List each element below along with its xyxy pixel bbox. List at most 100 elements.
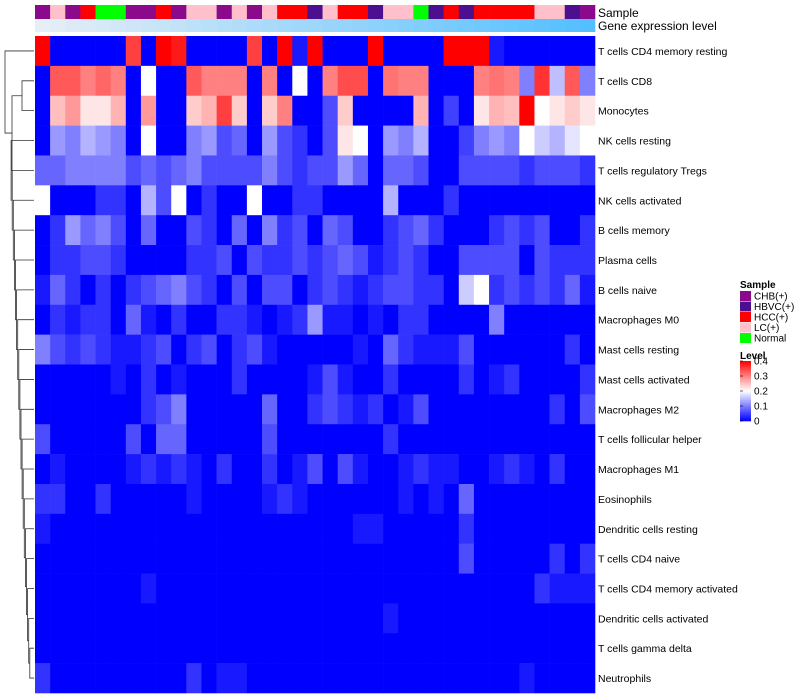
sample-track-cell — [246, 5, 263, 19]
heatmap-cell — [186, 65, 202, 97]
heatmap-cell — [35, 125, 51, 156]
heatmap-cell — [398, 543, 414, 574]
heatmap-cell — [110, 483, 127, 515]
heatmap-cell — [458, 155, 475, 186]
heatmap-cell — [352, 245, 369, 276]
heatmap-cell — [534, 185, 550, 216]
heatmap-cell — [216, 454, 233, 485]
heatmap-cell — [534, 215, 550, 246]
heatmap-cell — [579, 245, 596, 276]
heatmap-cell — [156, 65, 172, 97]
heatmap-cell — [140, 454, 157, 485]
heatmap-cell — [277, 394, 293, 425]
level-colorbar-segment — [740, 367, 751, 369]
heatmap-cell — [95, 334, 111, 365]
sample-legend-title: Sample — [740, 280, 776, 291]
heatmap-cell — [473, 65, 490, 97]
heatmap-cell — [383, 245, 399, 276]
heatmap-cell — [246, 245, 263, 276]
heatmap-cell — [140, 65, 157, 97]
heatmap-cell — [95, 155, 111, 186]
heatmap-cell — [156, 36, 172, 67]
heatmap-cell — [337, 513, 354, 544]
heatmap-cell — [352, 65, 369, 97]
heatmap-cell — [473, 603, 490, 634]
sample-track-cell — [549, 5, 566, 19]
heatmap-cell — [262, 274, 278, 306]
heatmap-cell — [519, 304, 535, 335]
heatmap-cell — [398, 334, 414, 365]
heatmap-cell — [473, 663, 490, 694]
heatmap-cell — [307, 633, 323, 664]
heatmap-cell — [140, 95, 157, 126]
heatmap-cell — [50, 543, 66, 574]
heatmap-cell — [579, 95, 596, 126]
heatmap-cell — [489, 454, 505, 485]
heatmap-cell — [413, 65, 429, 97]
heatmap-cell — [322, 454, 339, 485]
heatmap-cell — [50, 65, 66, 97]
heatmap-cell — [110, 454, 127, 485]
heatmap-cell — [125, 65, 142, 97]
heatmap-cell — [534, 424, 550, 455]
sample-track-cell — [186, 5, 202, 19]
heatmap-cell — [65, 155, 81, 186]
heatmap-cell — [80, 573, 96, 604]
heatmap-cell — [216, 155, 233, 186]
heatmap-cell — [489, 245, 505, 276]
sample-track-cell — [140, 5, 157, 19]
heatmap-cell — [140, 215, 157, 246]
heatmap-cell — [564, 663, 581, 694]
heatmap-cell — [443, 394, 460, 425]
heatmap-cell — [398, 304, 414, 335]
heatmap-cell — [367, 573, 384, 604]
heatmap-cell — [549, 155, 566, 186]
heatmap-cell — [458, 663, 475, 694]
heatmap-cell — [231, 633, 248, 664]
heatmap-cell — [519, 364, 535, 395]
heatmap-cell — [156, 274, 172, 306]
level-colorbar-segment — [740, 373, 751, 375]
heatmap-cell — [246, 394, 263, 425]
heatmap-cell — [201, 424, 217, 455]
heatmap-cell — [231, 155, 248, 186]
level-colorbar-segment — [740, 407, 751, 410]
heatmap-cell — [262, 603, 278, 634]
heatmap-cell — [292, 65, 308, 97]
heatmap-cell — [337, 304, 354, 335]
heatmap-cell — [186, 663, 202, 694]
heatmap-cell — [398, 125, 414, 156]
heatmap-cell — [231, 483, 248, 515]
heatmap-cell — [156, 573, 172, 604]
heatmap-cell — [337, 364, 354, 395]
heatmap-cell — [534, 663, 550, 694]
heatmap-cell — [65, 513, 81, 544]
heatmap-cell — [171, 125, 187, 156]
row-label: T cells gamma delta — [598, 643, 692, 655]
heatmap-cell — [458, 215, 475, 246]
heatmap-cell — [216, 215, 233, 246]
heatmap-cell — [80, 215, 96, 246]
heatmap-cell — [231, 125, 248, 156]
heatmap-cell — [292, 394, 308, 425]
level-colorbar-segment — [740, 406, 751, 408]
expression-track-cell — [579, 19, 596, 32]
heatmap-cell — [322, 483, 339, 515]
heatmap-cell — [367, 394, 384, 425]
heatmap-cell — [246, 304, 263, 335]
heatmap-cell — [579, 394, 596, 425]
heatmap-cell — [367, 603, 384, 634]
row-label: Dendritic cells activated — [598, 613, 708, 625]
heatmap-cell — [231, 36, 248, 67]
heatmap-cell — [534, 454, 550, 485]
heatmap-cell — [413, 454, 429, 485]
heatmap-cell — [458, 125, 475, 156]
heatmap-cell — [35, 36, 51, 67]
level-colorbar-segment — [740, 403, 751, 405]
heatmap-cell — [579, 304, 596, 335]
heatmap-cell — [428, 95, 444, 126]
heatmap-cell — [65, 483, 81, 515]
heatmap-cell — [35, 603, 51, 634]
heatmap-cell — [156, 125, 172, 156]
